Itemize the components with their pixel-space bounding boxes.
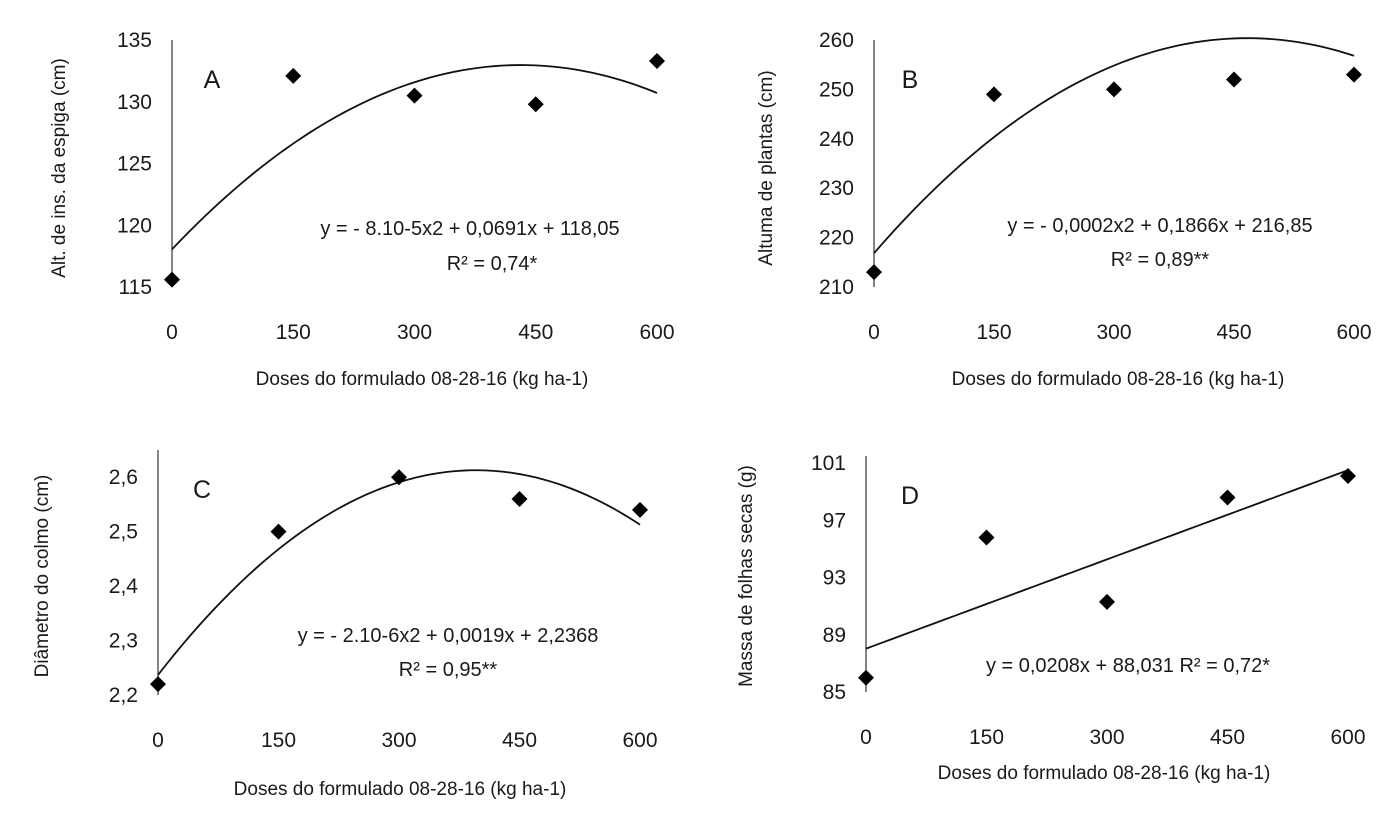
r-squared-label: R² = 0,89** — [1111, 249, 1210, 271]
x-tick-label: 150 — [276, 321, 311, 344]
data-point — [511, 491, 528, 507]
panel-c: 2,2 2,3 2,4 2,5 2,6 0 150 300 450 600 Cy = - 2.10-… — [32, 450, 658, 800]
panel-d: 85 89 93 97 101 0 150 300 450 600 Dy = 0,0208x + 8… — [736, 452, 1366, 784]
y-tick-label: 130 — [117, 91, 152, 114]
trendline — [171, 64, 658, 250]
y-tick-label: 210 — [819, 276, 854, 299]
x-tick-label: 600 — [622, 729, 657, 752]
y-tick-label: 120 — [117, 214, 152, 237]
x-tick-label: 600 — [639, 321, 674, 344]
x-tick-label: 0 — [860, 726, 872, 749]
y-tick-label: 97 — [823, 509, 846, 532]
panel-label: D — [901, 482, 919, 510]
x-tick-label: 300 — [381, 729, 416, 752]
regression-equation: y = - 2.10-6x2 + 0,0019x + 2,2368 — [298, 625, 599, 647]
y-tick-label: 115 — [119, 276, 152, 299]
x-tick-label: 600 — [1330, 726, 1365, 749]
y-axis-title: Massa de folhas secas (g) — [736, 465, 757, 687]
r-squared-label: R² = 0,74* — [447, 253, 538, 275]
x-axis-title: Doses do formulado 08-28-16 (kg ha-1) — [256, 369, 589, 390]
x-tick-label: 150 — [969, 726, 1004, 749]
y-tick-label: 93 — [823, 567, 846, 590]
panel-label: A — [204, 66, 221, 94]
panel-label: B — [902, 66, 919, 94]
x-tick-label: 450 — [502, 729, 537, 752]
y-tick-label: 260 — [819, 29, 854, 52]
data-point — [632, 501, 648, 518]
data-point — [150, 676, 166, 693]
x-tick-label: 600 — [1336, 321, 1371, 344]
y-tick-label: 89 — [823, 624, 846, 647]
y-tick-label: 2,4 — [109, 575, 139, 598]
data-point — [1226, 71, 1242, 88]
x-axis-title: Doses do formulado 08-28-16 (kg ha-1) — [952, 369, 1285, 390]
x-tick-label: 150 — [976, 321, 1011, 344]
data-point — [1099, 593, 1115, 610]
x-axis-title: Doses do formulado 08-28-16 (kg ha-1) — [234, 779, 567, 800]
data-point — [1106, 81, 1122, 98]
y-tick-label: 2,3 — [109, 630, 138, 653]
x-tick-label: 450 — [518, 321, 553, 344]
x-tick-label: 450 — [1216, 321, 1251, 344]
r-squared-label: R² = 0,95** — [399, 659, 498, 681]
y-tick-label: 135 — [117, 29, 152, 52]
data-point — [270, 523, 287, 540]
regression-equation: y = - 0,0002x2 + 0,1866x + 216,85 — [1007, 215, 1312, 237]
y-axis-title: Diâmetro do colmo (cm) — [32, 475, 53, 678]
x-axis-title: Doses do formulado 08-28-16 (kg ha-1) — [938, 763, 1271, 784]
y-axis-title: Alt. de ins. da espiga (cm) — [49, 58, 70, 278]
trendline — [873, 37, 1355, 254]
data-point — [391, 469, 407, 486]
data-point — [527, 96, 544, 113]
y-tick-label: 220 — [819, 227, 854, 250]
y-tick-label: 2,2 — [109, 684, 138, 707]
x-tick-label: 150 — [261, 729, 296, 752]
x-tick-label: 0 — [868, 321, 880, 344]
data-point — [649, 52, 665, 69]
data-point — [978, 529, 995, 546]
y-axis-title: Altuma de plantas (cm) — [756, 70, 777, 265]
x-tick-label: 0 — [152, 729, 164, 752]
panel-b: 210 220 230 240 250 260 0 150 300 450 600 By = - 0,… — [756, 29, 1372, 390]
x-tick-label: 300 — [1089, 726, 1124, 749]
data-point — [1340, 468, 1356, 485]
y-tick-label: 240 — [819, 128, 854, 151]
panel-a: 115 120 125 130 135 0 150 300 450 600 Ay = - 8.10-… — [49, 29, 675, 390]
x-tick-label: 0 — [166, 321, 178, 344]
data-point — [1219, 489, 1236, 506]
data-point — [866, 264, 882, 281]
data-point — [164, 271, 180, 288]
y-tick-label: 125 — [117, 153, 152, 176]
x-tick-label: 300 — [1096, 321, 1131, 344]
trendline — [865, 469, 1349, 650]
data-point — [986, 86, 1002, 103]
y-tick-label: 2,6 — [109, 466, 138, 489]
data-point — [858, 669, 874, 686]
y-tick-label: 250 — [819, 78, 854, 101]
regression-equation: y = - 8.10-5x2 + 0,0691x + 118,05 — [320, 218, 619, 240]
panel-label: C — [193, 476, 211, 504]
regression-equation: y = 0,0208x + 88,031 R² = 0,72* — [986, 655, 1270, 677]
data-point — [285, 67, 302, 84]
data-point — [406, 87, 423, 104]
y-tick-label: 230 — [819, 177, 854, 200]
y-tick-label: 85 — [823, 681, 846, 704]
data-point — [1346, 66, 1362, 83]
y-tick-label: 101 — [811, 452, 846, 475]
y-tick-label: 2,5 — [109, 521, 138, 544]
x-tick-label: 300 — [397, 321, 432, 344]
x-tick-label: 450 — [1210, 726, 1245, 749]
